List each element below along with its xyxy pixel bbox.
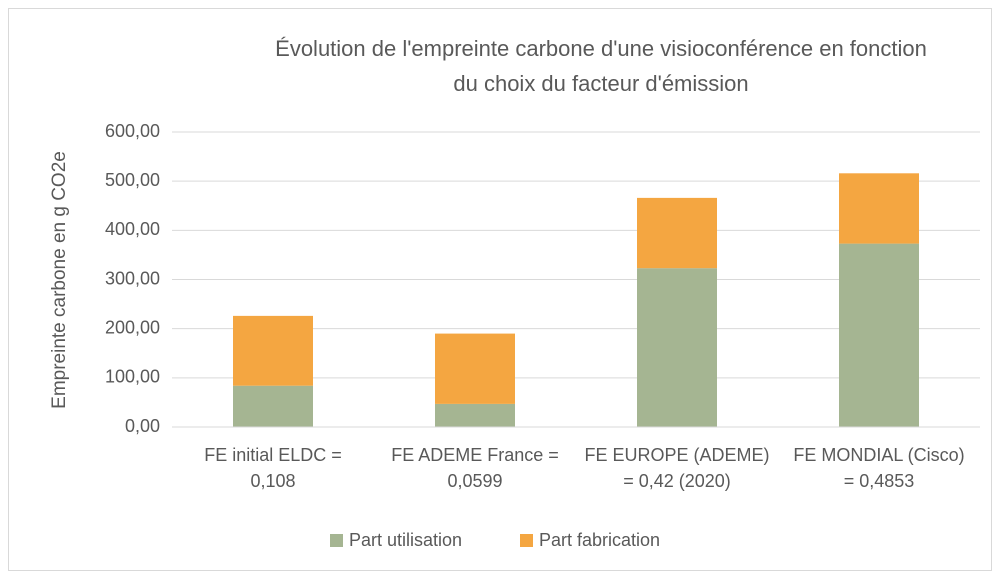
bar-segment [637, 197, 717, 269]
legend-label: Part fabrication [539, 530, 660, 550]
legend-swatch [520, 534, 533, 547]
y-tick-label: 500,00 [105, 170, 160, 190]
legend-label: Part utilisation [349, 530, 462, 550]
x-tick-label: FE ADEME France = [391, 445, 559, 465]
y-tick-label: 600,00 [105, 121, 160, 141]
x-tick-label: 0,108 [250, 471, 295, 491]
y-tick-label: 0,00 [125, 416, 160, 436]
x-tick-label: FE MONDIAL (Cisco) [793, 445, 964, 465]
y-tick-label: 300,00 [105, 268, 160, 288]
y-tick-label: 400,00 [105, 219, 160, 239]
chart-border [8, 8, 992, 571]
y-axis-label: Empreinte carbone en g CO2e [49, 151, 70, 409]
bar-segment [435, 403, 515, 427]
bar-segment [839, 243, 919, 427]
x-tick-label: FE EUROPE (ADEME) [584, 445, 769, 465]
y-tick-label: 200,00 [105, 317, 160, 337]
bar-segment [233, 315, 313, 386]
x-tick-label: 0,0599 [447, 471, 502, 491]
bar-segment [637, 268, 717, 427]
legend-swatch [330, 534, 343, 547]
bar-segment [435, 333, 515, 404]
x-tick-label: = 0,4853 [844, 471, 915, 491]
chart-title: du choix du facteur d'émission [453, 71, 748, 96]
x-tick-label: FE initial ELDC = [204, 445, 342, 465]
chart-title: Évolution de l'empreinte carbone d'une v… [275, 36, 927, 61]
bar-segment [233, 385, 313, 427]
x-tick-label: = 0,42 (2020) [623, 471, 731, 491]
bar-segment [839, 173, 919, 244]
y-tick-label: 100,00 [105, 367, 160, 387]
